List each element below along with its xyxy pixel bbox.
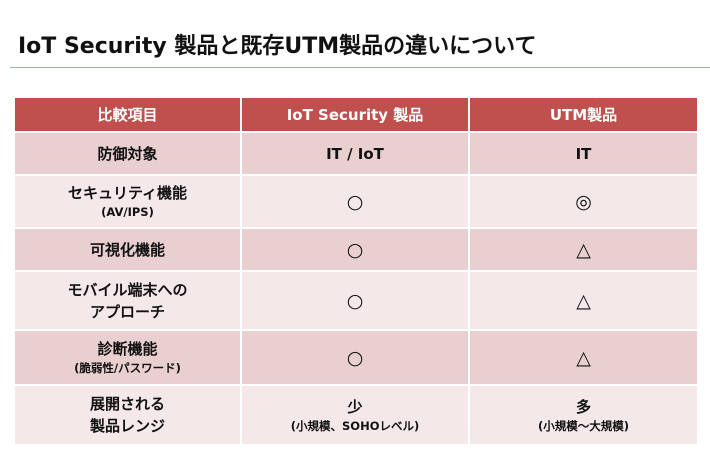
row-label: 防御対象	[13, 131, 242, 176]
iot-value: IT / IoT	[326, 144, 384, 163]
row-label: 展開される 製品レンジ	[13, 384, 242, 446]
row-label: 診断機能 (脆弱性/パスワード)	[13, 329, 242, 386]
row-label-subtext: (AV/IPS)	[101, 205, 154, 219]
utm-cell: IT	[468, 131, 699, 176]
row-label-line-1: 展開される	[89, 395, 165, 413]
circle-symbol: ○	[346, 238, 364, 261]
comparison-table: 比較項目 IoT Security 製品 UTM製品 防御対象 IT / IoT…	[13, 96, 699, 446]
header-iot-security: IoT Security 製品	[240, 96, 470, 133]
row-label: 可視化機能	[13, 227, 242, 272]
circle-symbol: ○	[346, 346, 364, 369]
row-label-subtext: (脆弱性/パスワード)	[74, 361, 181, 375]
table-row: モバイル端末への アプローチ ○ △	[13, 270, 699, 331]
title-divider	[10, 67, 710, 68]
iot-cell: ○	[240, 227, 470, 272]
page-title: IoT Security 製品と既存UTM製品の違いについて	[18, 34, 537, 59]
utm-cell: △	[468, 329, 699, 386]
row-label-text: 防御対象	[97, 144, 158, 163]
circle-symbol: ○	[346, 289, 364, 312]
table-row: 可視化機能 ○ △	[13, 227, 699, 272]
table-row: 診断機能 (脆弱性/パスワード) ○ △	[13, 329, 699, 386]
row-label: モバイル端末への アプローチ	[13, 270, 242, 331]
utm-cell: △	[468, 227, 699, 272]
double-circle-symbol: ◎	[575, 190, 592, 213]
table-header-row: 比較項目 IoT Security 製品 UTM製品	[13, 96, 699, 133]
triangle-symbol: △	[576, 289, 591, 312]
triangle-symbol: △	[576, 346, 591, 369]
utm-cell: ◎	[468, 174, 699, 229]
circle-symbol: ○	[346, 190, 364, 213]
utm-value: IT	[575, 144, 592, 163]
iot-cell: ○	[240, 329, 470, 386]
row-label-text: 診断機能	[97, 340, 158, 358]
utm-cell: 多 (小規模～大規模)	[468, 384, 699, 446]
utm-value: 多	[575, 397, 591, 416]
row-label-line-1: モバイル端末への	[67, 280, 188, 299]
utm-cell: △	[468, 270, 699, 331]
row-label-text: セキュリティ機能	[67, 184, 188, 202]
iot-value: 少	[347, 397, 363, 416]
iot-cell: ○	[240, 174, 470, 229]
utm-value-subtext: (小規模～大規模)	[537, 418, 629, 433]
table-row: 展開される 製品レンジ 少 (小規模、SOHOレベル) 多 (小規模～大規模)	[13, 384, 699, 446]
row-label-line-2: アプローチ	[89, 302, 165, 321]
iot-cell: 少 (小規模、SOHOレベル)	[240, 384, 470, 446]
iot-cell: IT / IoT	[240, 131, 470, 176]
row-label-text: 可視化機能	[89, 240, 165, 259]
table-row: 防御対象 IT / IoT IT	[13, 131, 699, 176]
iot-value-subtext: (小規模、SOHOレベル)	[290, 418, 420, 433]
row-label-line-2: 製品レンジ	[89, 417, 165, 435]
iot-cell: ○	[240, 270, 470, 331]
header-comparison-item: 比較項目	[13, 96, 242, 133]
table-row: セキュリティ機能 (AV/IPS) ○ ◎	[13, 174, 699, 229]
header-utm: UTM製品	[468, 96, 699, 133]
row-label: セキュリティ機能 (AV/IPS)	[13, 174, 242, 229]
triangle-symbol: △	[576, 238, 591, 261]
